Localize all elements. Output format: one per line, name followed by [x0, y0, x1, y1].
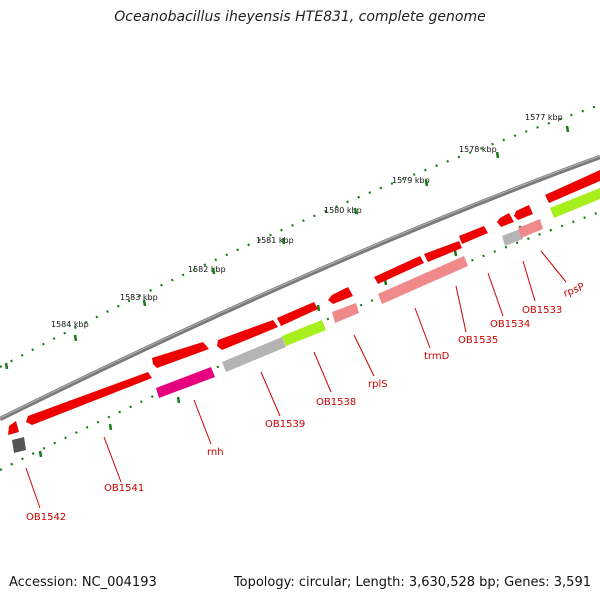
major-ticks: [4, 125, 570, 458]
inner-scale: [0, 210, 600, 471]
gene-label-rpls: rplS: [368, 379, 388, 390]
gene-arrow: [459, 226, 488, 244]
gene-label-rnh: rnh: [207, 447, 224, 458]
genome-title: Oceanobacillus iheyensis HTE831, complet…: [114, 9, 486, 25]
accession-text: Accession: NC_004193: [9, 575, 157, 590]
gene-label-ob1541: OB1541: [104, 483, 144, 494]
gene-arrow: [514, 205, 533, 220]
class-bar: [518, 219, 543, 238]
class-bar: [156, 367, 215, 398]
gene-class-bars: [12, 188, 600, 453]
gene-label-ob1534: OB1534: [490, 319, 530, 330]
gene-label-ob1535: OB1535: [458, 335, 498, 346]
gene-arrow: [497, 213, 514, 227]
genome-summary-text: Topology: circular; Length: 3,630,528 bp…: [233, 575, 591, 590]
gene-label-trmd: trmD: [424, 351, 450, 362]
gene-arrow: [277, 302, 318, 326]
kbp-labels: 1577 kbp 1578 kbp 1579 kbp 1580 kbp 1581…: [51, 113, 563, 329]
kbp-label-1584: 1584 kbp: [51, 320, 89, 329]
class-bar: [378, 256, 468, 304]
genome-backbone: [0, 154, 600, 422]
gene-label-ob1533: OB1533: [522, 305, 562, 316]
gene-arrow: [424, 241, 462, 262]
gene-label-ob1542: OB1542: [26, 512, 66, 523]
outer-scale: [0, 103, 600, 368]
class-bar: [222, 337, 286, 372]
kbp-label-1582: 1582 kbp: [188, 265, 226, 274]
class-bar: [12, 437, 26, 453]
kbp-label-1580: 1580 kbp: [324, 206, 362, 215]
class-bar: [502, 229, 523, 246]
class-bar: [332, 303, 359, 323]
gene-arrows-outer: [8, 170, 600, 435]
gene-arrow: [8, 421, 19, 435]
gene-arrow: [152, 342, 209, 368]
gene-arrow: [545, 170, 600, 203]
gene-arrow: [374, 256, 424, 284]
kbp-label-1577: 1577 kbp: [525, 113, 563, 122]
kbp-label-1583: 1583 kbp: [120, 293, 158, 302]
class-bar: [550, 188, 600, 218]
gene-arrow: [217, 320, 278, 350]
gene-arrow: [26, 372, 152, 425]
kbp-label-1579: 1579 kbp: [392, 176, 430, 185]
kbp-label-1578: 1578 kbp: [459, 145, 497, 154]
gene-label-ob1539: OB1539: [265, 419, 305, 430]
gene-label-ob1538: OB1538: [316, 397, 356, 408]
gene-labels: rpsP OB1533 OB1534 OB1535 trmD rplS OB15…: [26, 281, 586, 523]
class-bar: [282, 320, 326, 346]
gene-label-rpsp: rpsP: [562, 281, 586, 299]
gene-arrow: [328, 287, 353, 304]
kbp-label-1581: 1581 kbp: [256, 236, 294, 245]
leader-lines: [25, 250, 567, 509]
